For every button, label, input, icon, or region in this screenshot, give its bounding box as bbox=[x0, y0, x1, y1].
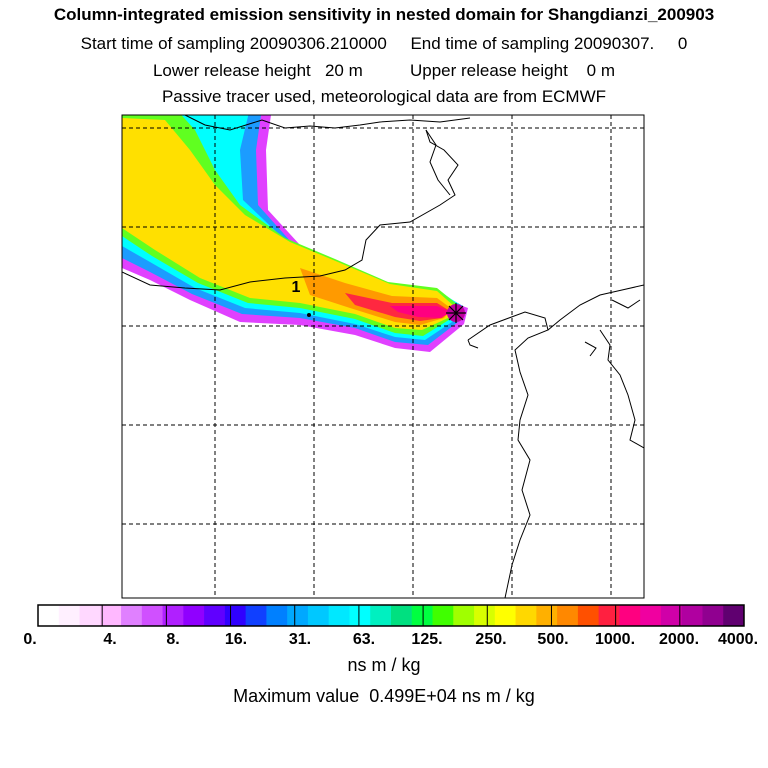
colorbar-tick-label: 4000. bbox=[717, 631, 759, 648]
colorbar-cell bbox=[681, 605, 703, 626]
colorbar-cell bbox=[245, 605, 267, 626]
colorbar-cell bbox=[58, 605, 81, 626]
colorbar-cell bbox=[162, 605, 184, 626]
maximum-value-text: Maximum value 0.499E+04 ns m / kg bbox=[233, 686, 535, 706]
release-height-line: Lower release height 20 m Upper release … bbox=[152, 61, 616, 80]
colorbar-tick-label: 1000. bbox=[594, 631, 636, 648]
colorbar-cell bbox=[79, 605, 101, 626]
emission-sensitivity-map: 1 bbox=[121, 114, 645, 599]
colorbar-cell bbox=[640, 605, 662, 626]
colorbar-cell bbox=[224, 605, 247, 626]
colorbar-cell bbox=[723, 605, 745, 626]
colorbar-tick-label: 0. bbox=[23, 631, 37, 648]
plot-title: Column-integrated emission sensitivity i… bbox=[53, 5, 715, 24]
colorbar-cell bbox=[391, 605, 413, 626]
colorbar-cell bbox=[307, 605, 330, 626]
colorbar-cell bbox=[474, 605, 496, 626]
colorbar-cell bbox=[287, 605, 309, 626]
plume-band-pink bbox=[390, 306, 452, 318]
lat-lon-grid bbox=[122, 115, 644, 598]
map-frame bbox=[121, 114, 645, 599]
colorbar-cell bbox=[204, 605, 226, 626]
colorbar-cell bbox=[266, 605, 288, 626]
colorbar-cell bbox=[411, 605, 434, 626]
sampling-time-line: Start time of sampling 20090306.210000 E… bbox=[80, 34, 688, 53]
colorbar-cell bbox=[619, 605, 641, 626]
colorbar-cell bbox=[515, 605, 537, 626]
colorbar-tick-label: 2000. bbox=[658, 631, 700, 648]
colorbar-cell bbox=[557, 605, 579, 626]
colorbar-tick-label: 500. bbox=[537, 631, 569, 648]
colorbar-units: ns m / kg bbox=[347, 655, 421, 675]
colorbar-frame bbox=[37, 604, 745, 627]
colorbar-cell bbox=[494, 605, 517, 626]
colorbar-tick-label: 16. bbox=[224, 631, 248, 648]
trajectory-dot bbox=[307, 313, 311, 317]
colorbar-tick-label: 4. bbox=[103, 631, 117, 648]
colorbar-tick-label: 8. bbox=[166, 631, 180, 648]
colorbar-cell bbox=[38, 605, 60, 626]
colorbar-cell bbox=[536, 605, 558, 626]
colorbar-cell bbox=[141, 605, 164, 626]
colorbar-tick-label: 250. bbox=[475, 631, 507, 648]
colorbar-cell bbox=[598, 605, 620, 626]
colorbar-cell bbox=[577, 605, 600, 626]
colorbar bbox=[37, 604, 745, 627]
colorbar-cell bbox=[349, 605, 371, 626]
colorbar-cell bbox=[121, 605, 143, 626]
colorbar-tick-label: 125. bbox=[411, 631, 443, 648]
colorbar-cell bbox=[660, 605, 683, 626]
colorbar-cell bbox=[183, 605, 205, 626]
plume-band-yellow bbox=[122, 118, 455, 330]
sensitivity-plume bbox=[122, 115, 468, 352]
colorbar-tick-label: 63. bbox=[352, 631, 376, 648]
data-source-line: Passive tracer used, meteorological data… bbox=[161, 87, 607, 106]
colorbar-tick-label: 31. bbox=[288, 631, 312, 648]
colorbar-cell bbox=[702, 605, 724, 626]
colorbar-cell bbox=[432, 605, 454, 626]
star-cross-icon bbox=[446, 303, 466, 323]
colorbar-cell bbox=[100, 605, 122, 626]
colorbar-cells bbox=[38, 605, 745, 626]
colorbar-cell bbox=[453, 605, 475, 626]
release-label: 1 bbox=[292, 279, 301, 296]
colorbar-cell bbox=[370, 605, 392, 626]
coastlines bbox=[122, 115, 644, 598]
colorbar-cell bbox=[328, 605, 350, 626]
